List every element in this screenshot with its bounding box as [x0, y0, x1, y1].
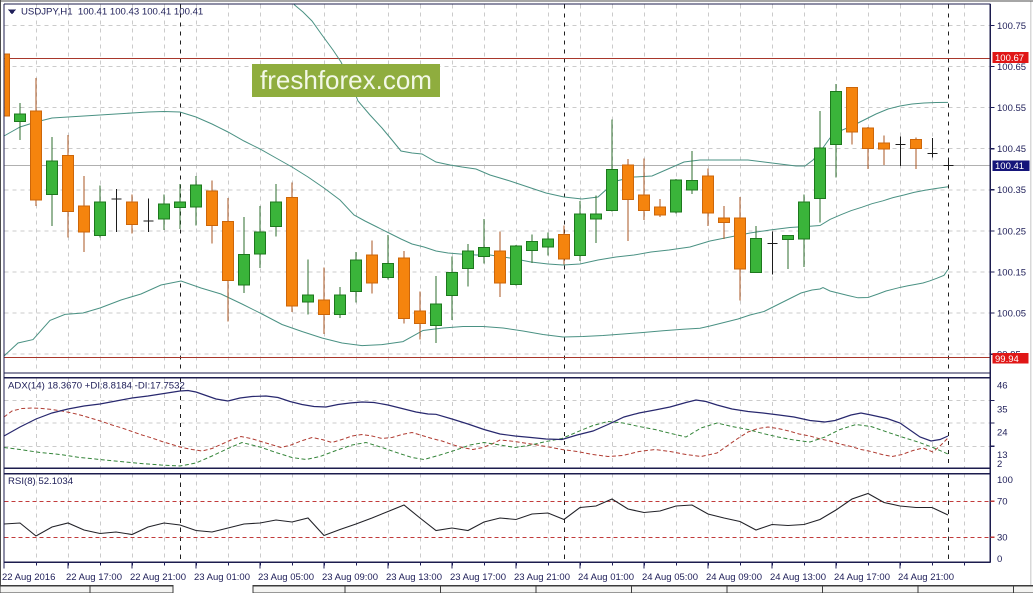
svg-text:99.94: 99.94 [995, 354, 1019, 365]
svg-text:23 Aug 09:00: 23 Aug 09:00 [322, 572, 378, 583]
svg-text:30: 30 [997, 533, 1008, 544]
svg-text:24 Aug 01:00: 24 Aug 01:00 [578, 572, 634, 583]
svg-text:24 Aug 21:00: 24 Aug 21:00 [898, 572, 954, 583]
svg-text:24 Aug 13:00: 24 Aug 13:00 [770, 572, 826, 583]
svg-text:22 Aug 17:00: 22 Aug 17:00 [66, 572, 122, 583]
svg-text:22 Aug 2016: 22 Aug 2016 [2, 572, 55, 583]
svg-text:2: 2 [997, 459, 1002, 470]
svg-text:22 Aug 21:00: 22 Aug 21:00 [130, 572, 186, 583]
svg-text:24 Aug 05:00: 24 Aug 05:00 [642, 572, 698, 583]
svg-text:46: 46 [997, 380, 1008, 391]
svg-text:13: 13 [997, 450, 1008, 461]
svg-text:23 Aug 05:00: 23 Aug 05:00 [258, 572, 314, 583]
svg-text:ADX(14) 18.3670 +DI:8.8184 -DI: ADX(14) 18.3670 +DI:8.8184 -DI:17.7532 [8, 381, 185, 392]
svg-text:freshforex.com: freshforex.com [260, 65, 432, 95]
svg-text:100.55: 100.55 [997, 103, 1026, 114]
svg-text:100.35: 100.35 [997, 185, 1026, 196]
svg-text:100.25: 100.25 [997, 226, 1026, 237]
svg-text:100.15: 100.15 [997, 267, 1026, 278]
svg-text:100.75: 100.75 [997, 21, 1026, 32]
svg-text:USDJPY,H1 100.41 100.43 100.4: USDJPY,H1 100.41 100.43 100.41 100.41 [21, 7, 203, 18]
svg-text:70: 70 [997, 497, 1008, 508]
svg-text:24: 24 [997, 428, 1008, 439]
svg-text:100: 100 [997, 475, 1013, 486]
svg-text:0: 0 [997, 554, 1002, 565]
svg-text:24 Aug 09:00: 24 Aug 09:00 [706, 572, 762, 583]
svg-text:100.41: 100.41 [995, 161, 1024, 172]
svg-text:23 Aug 21:00: 23 Aug 21:00 [514, 572, 570, 583]
svg-text:100.05: 100.05 [997, 309, 1026, 320]
svg-text:35: 35 [997, 405, 1008, 416]
svg-text:RSI(8) 52.1034: RSI(8) 52.1034 [8, 476, 74, 487]
svg-text:100.67: 100.67 [995, 53, 1024, 64]
svg-text:24 Aug 17:00: 24 Aug 17:00 [834, 572, 890, 583]
svg-text:100.65: 100.65 [997, 62, 1026, 73]
svg-text:23 Aug 13:00: 23 Aug 13:00 [386, 572, 442, 583]
svg-text:100.45: 100.45 [997, 144, 1026, 155]
svg-text:23 Aug 01:00: 23 Aug 01:00 [194, 572, 250, 583]
svg-text:23 Aug 17:00: 23 Aug 17:00 [450, 572, 506, 583]
